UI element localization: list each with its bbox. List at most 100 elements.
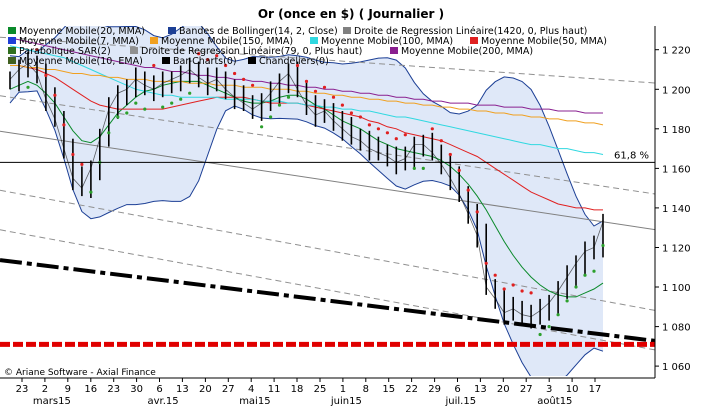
sar-dot <box>71 152 75 157</box>
x-tick-label: 11 <box>268 384 281 395</box>
legend-label: Moyenne Mobile(50, MMA) <box>481 36 607 47</box>
sar-dot <box>313 89 318 93</box>
sar-dot <box>179 97 183 101</box>
sar-dot <box>520 289 524 293</box>
legend-swatch <box>150 37 158 44</box>
sar-dot <box>125 111 129 115</box>
sar-dot <box>484 261 488 265</box>
sar-dot <box>134 101 138 105</box>
plot-area <box>0 26 655 376</box>
sar-dot <box>601 243 605 248</box>
sar-dot <box>529 291 533 295</box>
x-month-label: juin15 <box>330 396 362 407</box>
sar-dot <box>170 101 174 105</box>
legend-swatch <box>162 57 170 64</box>
x-month-label: juil.15 <box>445 396 477 407</box>
legend-label: Bandes de Bollinger(14, 2, Close) <box>179 26 338 37</box>
sar-dot <box>107 131 111 135</box>
sar-dot <box>35 48 39 52</box>
x-tick-label: 1 <box>340 384 346 395</box>
y-tick-label: 1 200 <box>662 85 691 96</box>
regression-line-3 <box>0 189 655 311</box>
regression-line-4 <box>0 229 655 351</box>
sar-dot <box>475 210 479 214</box>
sar-dot <box>251 83 255 87</box>
sar-dot <box>197 52 201 56</box>
chart-title: Or (once en $) ( Journalier ) <box>258 7 444 21</box>
x-tick-label: 29 <box>428 384 441 395</box>
legend-swatch <box>168 27 176 34</box>
sar-dot <box>161 105 165 109</box>
sar-dot <box>116 115 120 119</box>
sar-dot <box>574 285 578 289</box>
y-tick-label: 1 120 <box>662 244 691 255</box>
sar-dot <box>502 287 506 291</box>
sar-dot <box>385 131 389 135</box>
sar-dot <box>412 166 416 170</box>
sar-dot <box>547 325 551 329</box>
sar-dot <box>62 123 66 127</box>
legend-swatch <box>470 37 478 44</box>
sar-dot <box>493 273 497 277</box>
regression-line-5 <box>0 258 655 343</box>
x-tick-label: 20 <box>497 384 510 395</box>
sar-dot <box>367 123 371 127</box>
sar-dot <box>430 127 434 131</box>
x-tick-label: 3 <box>546 384 552 395</box>
sar-dot <box>215 54 219 58</box>
legend-label: Droite de Regression Linéaire(79, 0, Plu… <box>141 46 362 57</box>
legend-swatch <box>8 47 16 54</box>
sar-dot <box>349 111 353 115</box>
y-tick-label: 1 220 <box>662 46 691 57</box>
x-tick-label: 4 <box>248 384 254 395</box>
sar-dot <box>583 273 587 277</box>
y-tick-label: 1 060 <box>662 362 691 373</box>
legend-label: Moyenne Mobile(20, MMA) <box>19 26 145 37</box>
legend-label: Bar-Charts(0) <box>173 56 237 67</box>
sar-dot <box>511 283 515 287</box>
sar-dot <box>403 133 407 137</box>
legend-swatch <box>343 27 351 34</box>
sar-dot <box>448 152 452 157</box>
sar-dot <box>143 107 147 111</box>
x-tick-label: 27 <box>222 384 235 395</box>
sar-dot <box>376 127 380 131</box>
x-tick-label: 18 <box>291 384 304 395</box>
x-tick-label: 13 <box>474 384 487 395</box>
sar-dot <box>89 190 93 194</box>
y-tick-label: 1 080 <box>662 323 691 334</box>
x-tick-label: 23 <box>107 384 120 395</box>
legend-swatch <box>248 57 256 64</box>
x-tick-label: 9 <box>65 384 71 395</box>
legend-label: Moyenne Mobile(150, MMA) <box>161 36 293 47</box>
x-month-label: août15 <box>537 395 572 407</box>
x-tick-label: 17 <box>589 384 602 395</box>
x-tick-label: 15 <box>382 384 395 395</box>
sar-dot <box>53 93 57 97</box>
sar-dot <box>188 91 192 95</box>
sar-dot <box>322 85 327 89</box>
x-month-label: mars15 <box>33 396 71 407</box>
legend-label: Droite de Regression Linéaire(1420, 0, P… <box>354 26 587 37</box>
sar-dot <box>439 139 443 143</box>
y-tick-label: 1 180 <box>662 125 691 136</box>
y-axis: 1 220 1 200 1 180 1 160 1 140 1 120 1 100 1 080… <box>655 46 691 373</box>
sar-dot <box>556 313 560 317</box>
sar-dot <box>592 269 596 273</box>
sar-dot <box>80 162 84 166</box>
sar-dot <box>466 188 470 192</box>
credit-text: © Ariane Software - Axial Finance <box>4 368 156 378</box>
legend-label: Chandeliers(0) <box>259 56 329 67</box>
sar-dot <box>152 63 156 68</box>
sar-dot <box>286 95 291 99</box>
sar-dot <box>340 103 344 107</box>
sar-dot <box>242 77 246 81</box>
legend-label: Moyenne Mobile(100, MMA) <box>321 36 453 47</box>
legend-swatch <box>310 37 318 44</box>
sar-dot <box>394 137 398 141</box>
sar-dot <box>331 95 336 99</box>
x-tick-label: 6 <box>454 384 460 395</box>
horizontal-levels: 61,8 % <box>0 150 655 347</box>
sar-dot <box>358 115 362 119</box>
